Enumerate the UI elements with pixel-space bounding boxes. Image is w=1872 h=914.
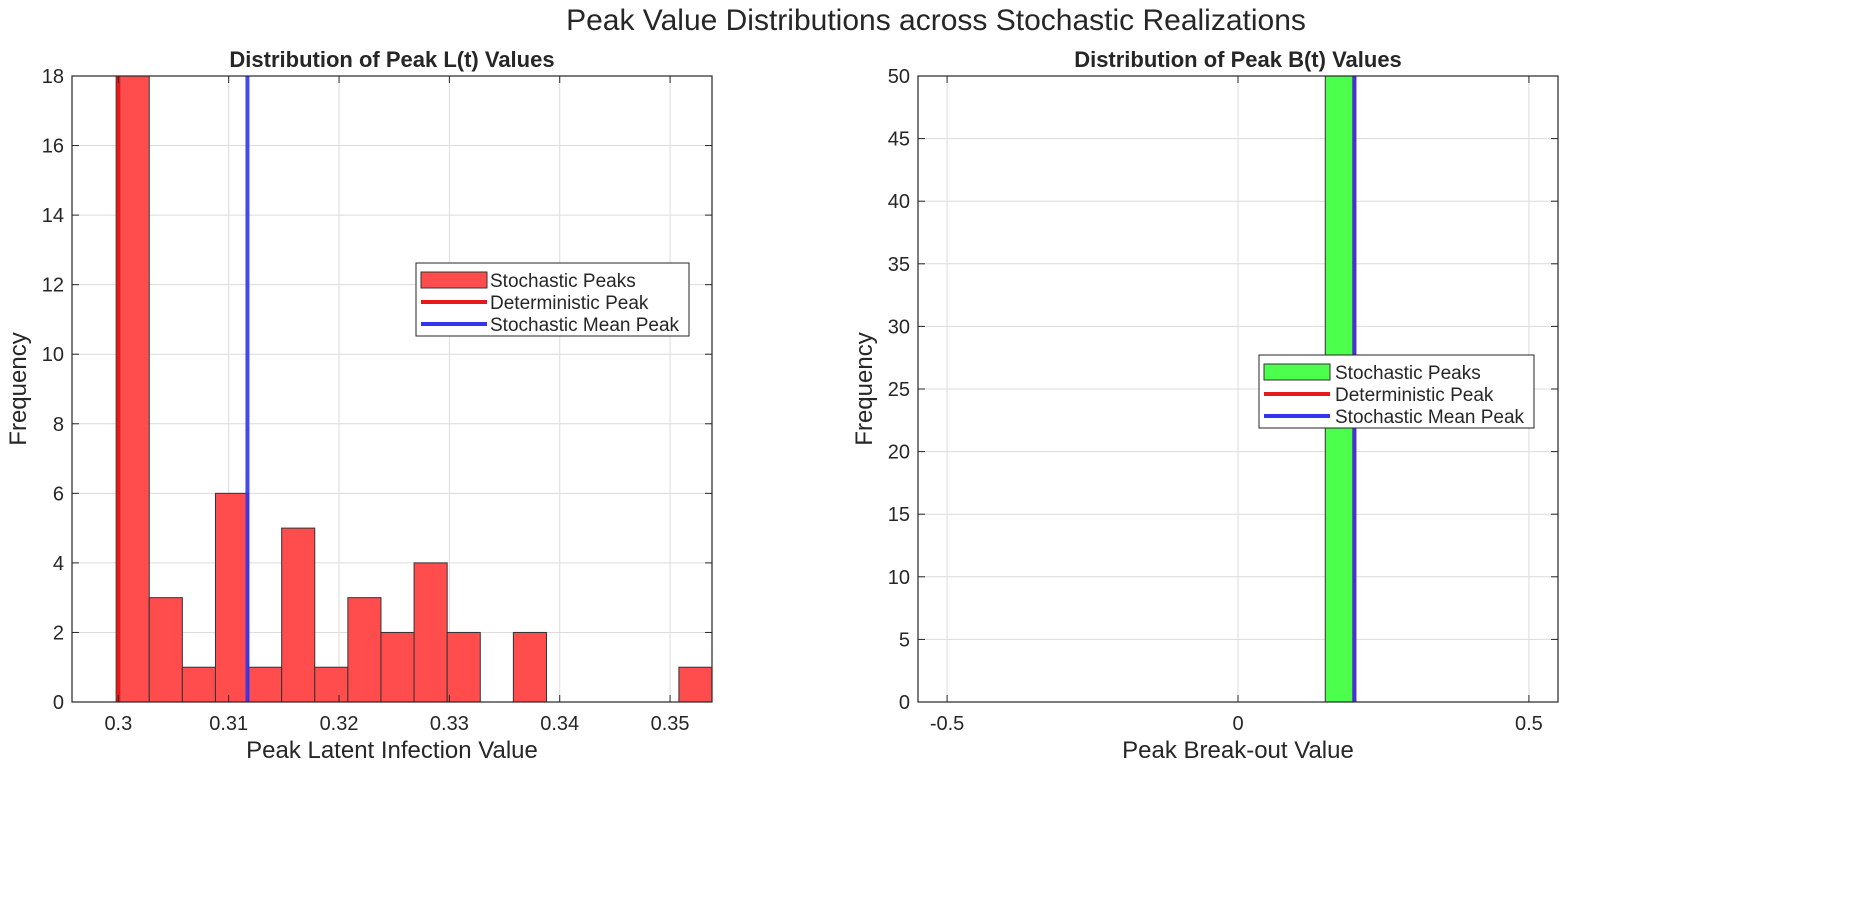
- left-histogram-bar: [380, 631, 415, 703]
- left-x-tick-label: 0.35: [651, 713, 690, 735]
- right-legend-label-deterministic: Deterministic Peak: [1335, 385, 1494, 406]
- right-y-tick-label: 35: [888, 254, 910, 276]
- left-panel-title: Distribution of Peak L(t) Values: [229, 47, 554, 72]
- right-y-tick-label: 50: [888, 66, 910, 88]
- left-y-tick-label: 10: [42, 344, 64, 366]
- right-y-tick-label: 0: [899, 692, 910, 714]
- right-legend-label-mean: Stochastic Mean Peak: [1335, 407, 1525, 428]
- left-x-tick-label: 0.32: [320, 713, 359, 735]
- right-y-tick-label: 15: [888, 504, 910, 526]
- left-histogram-bar: [314, 666, 349, 703]
- left-axes-frame: [71, 75, 713, 703]
- right-legend-swatch-stochastic: [1263, 363, 1331, 381]
- left-reference-lines: [116, 76, 250, 702]
- right-y-tick-label: 40: [888, 191, 910, 213]
- left-histogram-bar: [281, 527, 316, 703]
- right-y-tick-label: 30: [888, 316, 910, 338]
- left-ticks: 0.3 0.31 0.32 0.33 0.34 0.35 0 2 4 6 8 10 12 14 16 18: [42, 66, 712, 735]
- right-y-tick-label: 10: [888, 567, 910, 589]
- right-y-axis-label: Frequency: [851, 332, 878, 445]
- left-y-tick-label: 0: [53, 692, 64, 714]
- left-histogram-bar: [148, 597, 183, 703]
- right-y-tick-label: 20: [888, 442, 910, 464]
- right-y-tick-label: 5: [899, 629, 910, 651]
- left-legend-swatch-stochastic: [420, 271, 488, 289]
- left-y-tick-label: 18: [42, 66, 64, 88]
- left-histogram-bars: [115, 75, 713, 703]
- figure-title: Peak Value Distributions across Stochast…: [566, 4, 1306, 37]
- left-histogram-panel: 0.3 0.31 0.32 0.33 0.34 0.35 0 2 4 6 8 10 12 14 16 18 D…: [5, 47, 713, 764]
- left-y-tick-label: 12: [42, 275, 64, 297]
- left-legend-label-mean: Stochastic Mean Peak: [490, 315, 680, 336]
- left-histogram-bar: [248, 666, 283, 703]
- right-y-tick-label: 25: [888, 379, 910, 401]
- left-x-tick-label: 0.3: [104, 713, 132, 735]
- left-histogram-bar: [413, 562, 448, 703]
- left-x-tick-label: 0.31: [209, 713, 248, 735]
- left-legend: Stochastic Peaks Deterministic Peak Stoc…: [415, 262, 690, 337]
- left-y-tick-label: 8: [53, 414, 64, 436]
- left-histogram-bar: [678, 666, 713, 703]
- left-y-tick-label: 2: [53, 622, 64, 644]
- right-histogram-panel: -0.5 0 0.5 0 5 10 15 20 25 30 35 40 45 50 Distributio…: [851, 47, 1559, 764]
- right-legend-label-stochastic: Stochastic Peaks: [1335, 363, 1481, 384]
- left-histogram-bar: [512, 631, 547, 703]
- left-x-axis-label: Peak Latent Infection Value: [246, 737, 538, 764]
- left-histogram-bar: [214, 492, 250, 703]
- right-legend: Stochastic Peaks Deterministic Peak Stoc…: [1258, 354, 1535, 429]
- right-y-tick-label: 45: [888, 129, 910, 151]
- left-histogram-bar: [181, 666, 216, 703]
- left-y-axis-label: Frequency: [5, 332, 32, 445]
- right-x-tick-label: 0.5: [1515, 713, 1543, 735]
- left-legend-label-stochastic: Stochastic Peaks: [490, 271, 636, 292]
- left-y-tick-label: 4: [53, 553, 64, 575]
- right-panel-title: Distribution of Peak B(t) Values: [1074, 47, 1402, 72]
- left-y-tick-label: 14: [42, 205, 64, 227]
- right-x-axis-label: Peak Break-out Value: [1122, 737, 1354, 764]
- left-y-tick-label: 6: [53, 483, 64, 505]
- left-x-tick-label: 0.34: [540, 713, 579, 735]
- right-ticks: -0.5 0 0.5 0 5 10 15 20 25 30 35 40 45 50: [888, 66, 1558, 735]
- left-histogram-bar: [115, 75, 150, 703]
- left-histogram-bar: [347, 597, 382, 703]
- left-y-tick-label: 16: [42, 136, 64, 158]
- right-x-tick-label: 0: [1232, 713, 1243, 735]
- right-x-tick-label: -0.5: [930, 713, 964, 735]
- left-histogram-bar: [446, 631, 481, 703]
- left-x-tick-label: 0.33: [430, 713, 469, 735]
- right-grid: [918, 75, 1558, 703]
- left-legend-label-deterministic: Deterministic Peak: [490, 293, 649, 314]
